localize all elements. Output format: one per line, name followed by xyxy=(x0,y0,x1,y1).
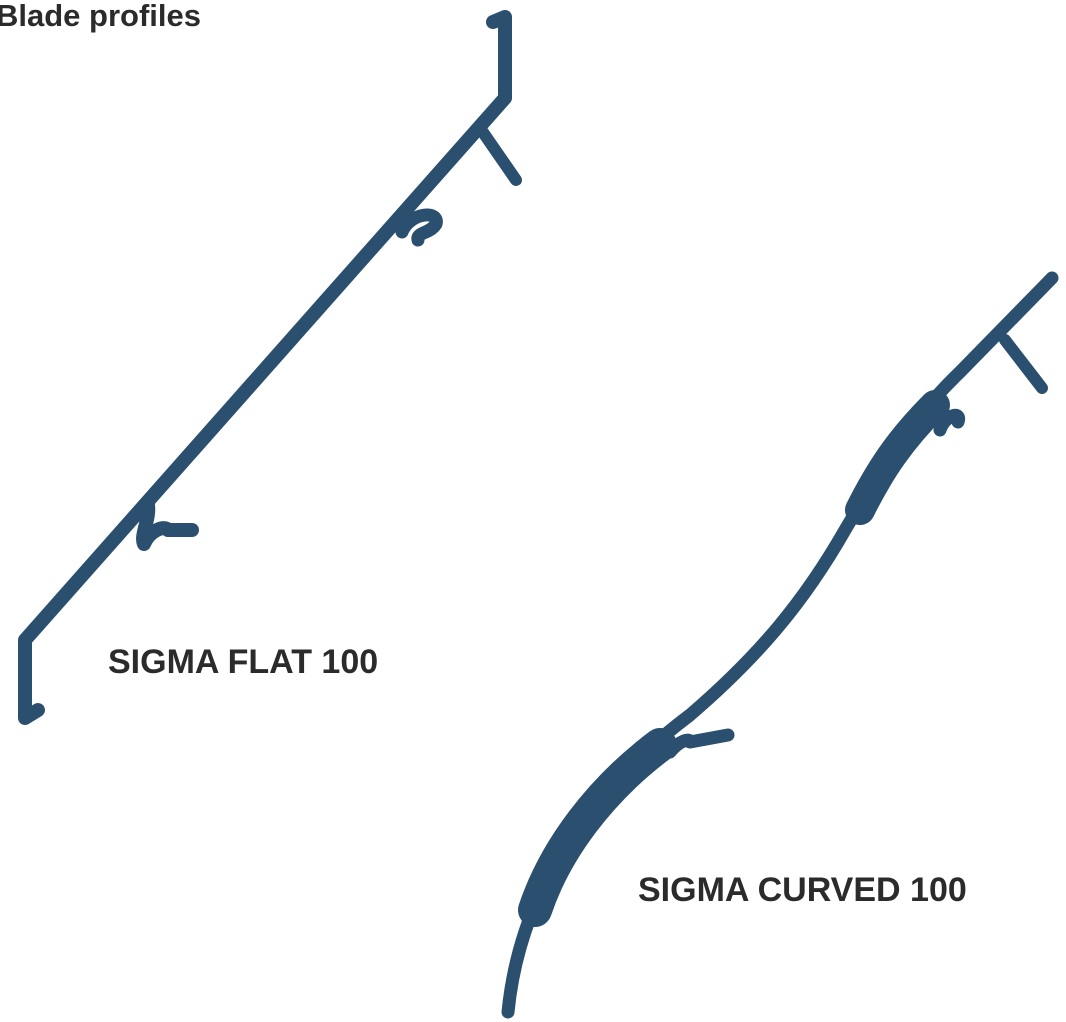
curved-rib xyxy=(999,334,1048,394)
profile-label: SIGMA CURVED 100 xyxy=(638,871,967,909)
curved-clip xyxy=(663,728,735,759)
curved-profile xyxy=(501,271,1059,1019)
curved-thick xyxy=(845,390,950,525)
flat-clip xyxy=(395,208,443,247)
title: Blade profiles xyxy=(0,0,201,33)
flat-blade xyxy=(18,10,512,725)
flat-clip xyxy=(136,498,199,551)
flat-rib xyxy=(474,122,522,186)
curved-thick xyxy=(518,728,677,927)
profile-label: SIGMA FLAT 100 xyxy=(108,643,378,681)
flat-profile xyxy=(18,10,522,725)
curved-clip xyxy=(933,408,966,437)
